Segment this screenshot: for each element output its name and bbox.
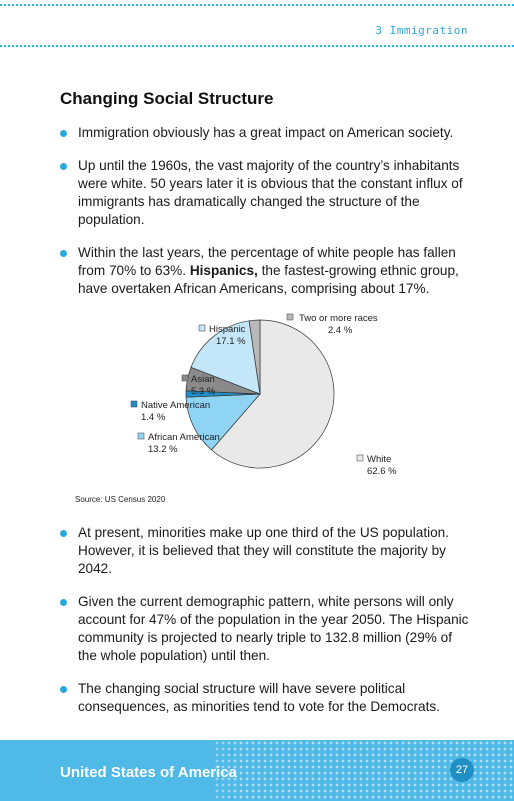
legend-swatch-two-or-more xyxy=(286,313,294,321)
slice-value-white: 62.6 % xyxy=(367,466,397,477)
pie-slice-white xyxy=(211,319,335,469)
legend-two-or-more: Two or more races 2.4 % xyxy=(286,313,378,336)
legend-asian: Asian 5.3 % xyxy=(181,374,216,397)
slice-label-white: White xyxy=(367,454,391,465)
section-title: Changing Social Structure xyxy=(60,89,274,108)
bullet-dot-icon xyxy=(60,530,67,537)
legend-swatch-hispanic xyxy=(198,324,206,332)
slice-label-asian: Asian xyxy=(191,374,215,385)
page-footer: United States of America 27 xyxy=(0,740,514,801)
slice-value-african-american: 13.2 % xyxy=(148,444,178,455)
header-dotted-line-bottom xyxy=(0,45,514,47)
list-item: Immigration obviously has a great impact… xyxy=(60,124,470,142)
legend-african-american: African American 13.2 % xyxy=(137,432,220,455)
bullet-text-after: the fastest-growing ethnic group, have o… xyxy=(78,263,459,296)
legend-hispanic: Hispanic 17.1 % xyxy=(198,324,246,347)
pie-slice-african-american xyxy=(185,393,261,451)
list-item: Up until the 1960s, the vast majority of… xyxy=(60,157,470,229)
footer-fade xyxy=(0,740,240,801)
chart-source: Source: US Census 2020 xyxy=(75,495,166,504)
header-dotted-line-top xyxy=(0,4,514,6)
legend-swatch-african-american xyxy=(137,432,145,440)
slice-label-native-american: Native American xyxy=(141,400,210,411)
bullet-dot-icon xyxy=(60,599,67,606)
bullet-text: Immigration obviously has a great impact… xyxy=(78,125,454,140)
bullet-dot-icon xyxy=(60,163,67,170)
pie-slices xyxy=(185,319,335,469)
bullet-text-bold: Hispanics, xyxy=(189,263,258,278)
bullet-text: At present, minorities make up one third… xyxy=(78,525,450,576)
bullet-text: The changing social structure will have … xyxy=(78,681,440,714)
bullet-text-before: Within the last years, the percentage of… xyxy=(78,245,456,278)
slice-value-asian: 5.3 % xyxy=(191,386,216,397)
list-item: Within the last years, the percentage of… xyxy=(60,244,470,298)
legend-native-american: Native American 1.4 % xyxy=(130,400,210,423)
bullet-text: Up until the 1960s, the vast majority of… xyxy=(78,158,463,227)
slice-label-two-or-more: Two or more races xyxy=(299,313,378,324)
list-item: At present, minorities make up one third… xyxy=(60,524,470,578)
list-item: Given the current demographic pattern, w… xyxy=(60,593,470,665)
bullet-list-top: Immigration obviously has a great impact… xyxy=(60,124,470,313)
legend-white: White 62.6 % xyxy=(356,454,397,477)
bullet-text: Given the current demographic pattern, w… xyxy=(78,594,469,663)
slice-value-two-or-more: 2.4 % xyxy=(328,325,353,336)
ethnicity-pie-chart: White 62.6 % African American 13.2 % Nat… xyxy=(75,313,397,504)
slice-label-african-american: African American xyxy=(148,432,220,443)
slice-value-hispanic: 17.1 % xyxy=(216,336,246,347)
pie-slice-hispanic xyxy=(190,320,261,395)
bullet-dot-icon xyxy=(60,250,67,257)
legend-swatch-asian xyxy=(181,374,189,382)
footer-title: United States of America xyxy=(60,764,237,781)
legend-swatch-native-american xyxy=(130,400,138,408)
chapter-label: 3 Immigration xyxy=(375,24,468,37)
slice-value-native-american: 1.4 % xyxy=(141,412,166,423)
list-item: The changing social structure will have … xyxy=(60,680,470,716)
page-number: 27 xyxy=(450,758,474,782)
legend-swatch-white xyxy=(356,454,364,462)
bullet-list-bottom: At present, minorities make up one third… xyxy=(60,524,470,731)
pie-slice-two-or-more xyxy=(248,319,261,395)
bullet-dot-icon xyxy=(60,130,67,137)
slice-label-hispanic: Hispanic xyxy=(209,324,246,335)
bullet-dot-icon xyxy=(60,686,67,693)
